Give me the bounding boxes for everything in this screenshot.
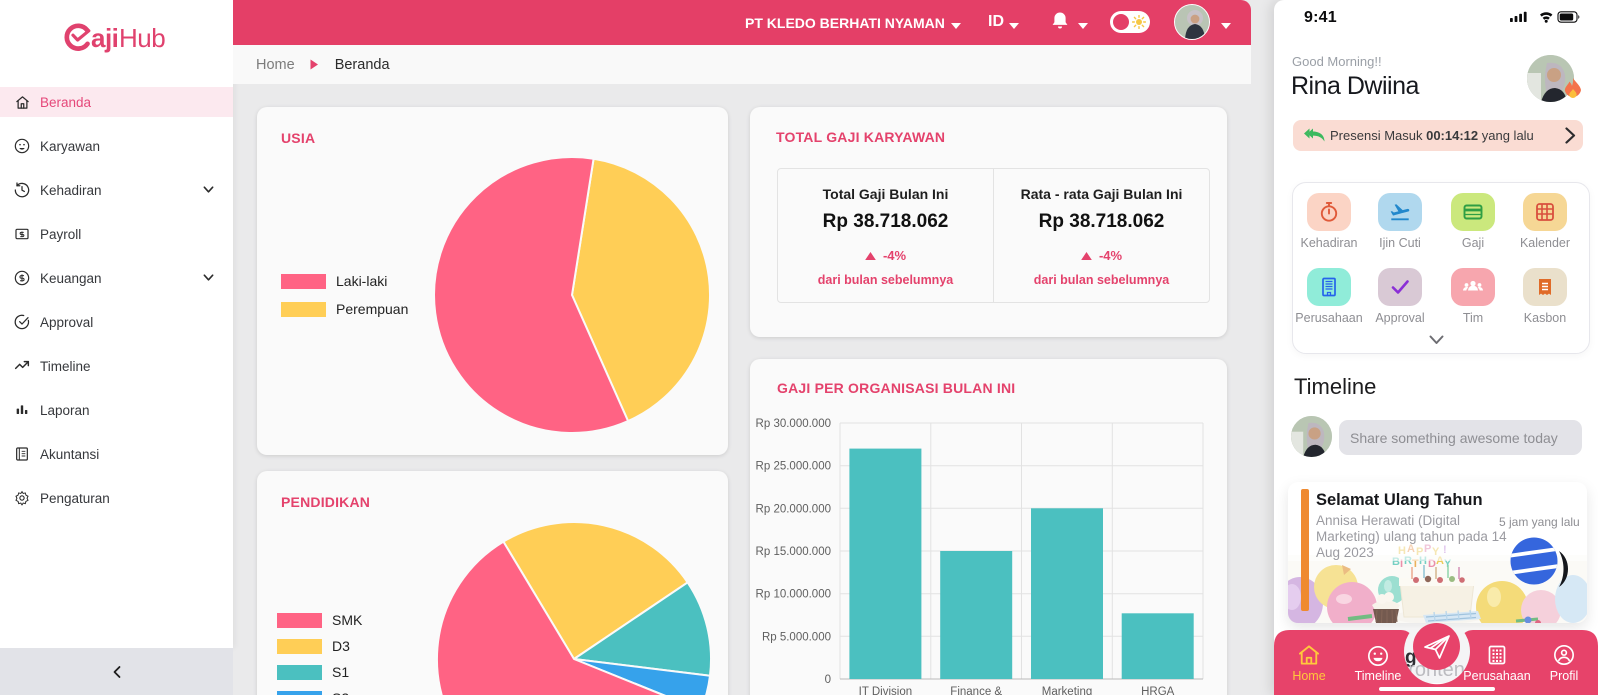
svg-text:Marketing: Marketing bbox=[1042, 686, 1093, 695]
svg-text:aji: aji bbox=[91, 23, 118, 53]
svg-text:B: B bbox=[1392, 556, 1400, 568]
svg-text:Rp 20.000.000: Rp 20.000.000 bbox=[756, 503, 831, 515]
svg-text:Y: Y bbox=[1444, 558, 1452, 570]
svg-text:Finance &: Finance & bbox=[950, 686, 1002, 695]
svg-text:Rp 15.000.000: Rp 15.000.000 bbox=[756, 546, 831, 558]
svg-text:T: T bbox=[1412, 558, 1419, 570]
svg-text:Rp 10.000.000: Rp 10.000.000 bbox=[756, 589, 831, 601]
svg-text:0: 0 bbox=[825, 674, 831, 686]
svg-text:HRGA: HRGA bbox=[1141, 686, 1175, 695]
svg-text:Rp 5.000.000: Rp 5.000.000 bbox=[762, 631, 831, 643]
svg-text:IT Division: IT Division bbox=[859, 686, 912, 695]
svg-text:I: I bbox=[1400, 558, 1403, 570]
svg-text:Rp 25.000.000: Rp 25.000.000 bbox=[756, 461, 831, 473]
svg-text:Hub: Hub bbox=[119, 23, 165, 53]
svg-text:Rp 30.000.000: Rp 30.000.000 bbox=[756, 418, 831, 430]
svg-text:D: D bbox=[1428, 558, 1436, 570]
